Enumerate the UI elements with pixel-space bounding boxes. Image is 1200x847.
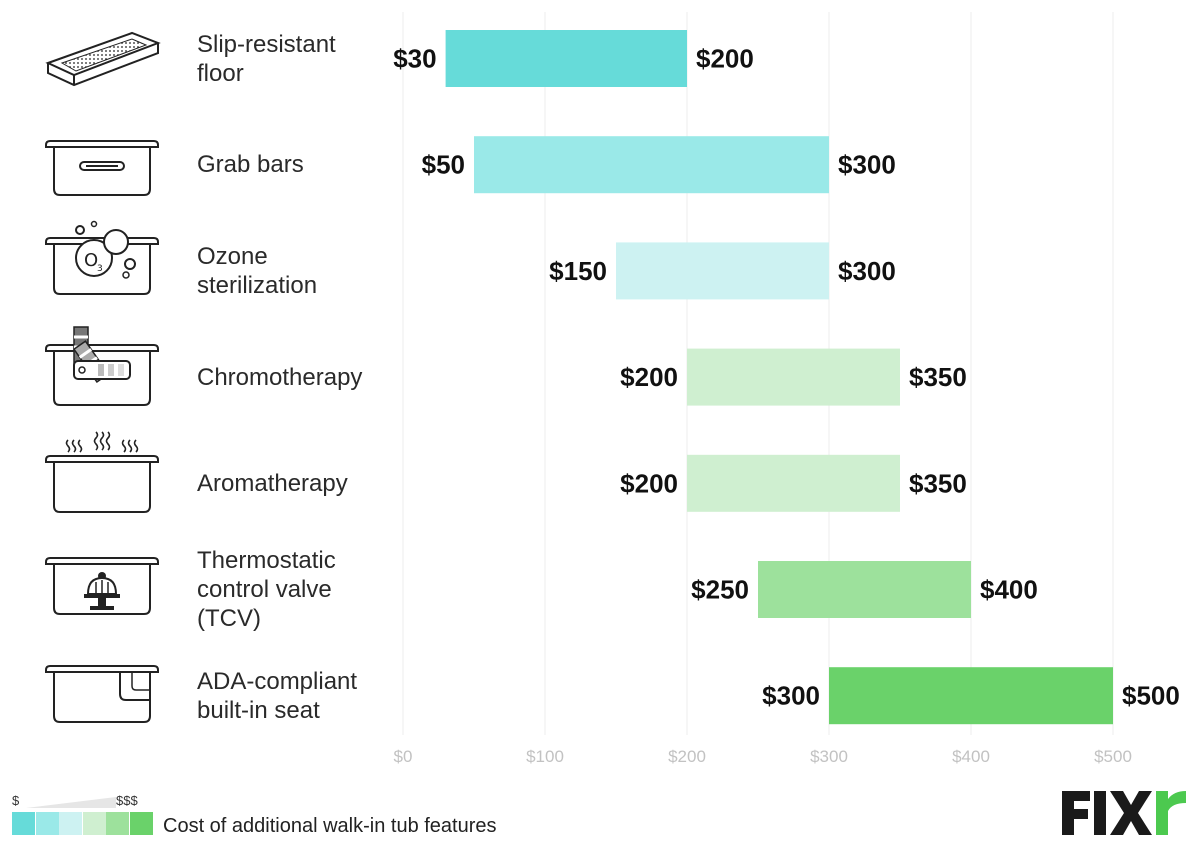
x-tick-label: $500	[1094, 747, 1132, 766]
category-label: Chromotherapy	[197, 363, 362, 392]
category-label-line: Thermostatic	[197, 547, 336, 574]
x-tick-label: $0	[394, 747, 413, 766]
x-tick-label: $300	[810, 747, 848, 766]
thermostat-valve-tub-icon	[45, 557, 159, 615]
category-label: Slip-resistant floor	[197, 30, 336, 88]
category-label-line: Chromotherapy	[197, 363, 363, 391]
low-value-label: $200	[620, 362, 678, 392]
legend-caption: Cost of additional walk-in tub features	[163, 815, 497, 837]
color-swatch-tub-icon	[45, 326, 159, 406]
high-value-label: $350	[909, 468, 967, 498]
category-label-line: Slip-resistant	[197, 30, 336, 58]
legend-swatch	[12, 812, 35, 835]
category-label-line: Ozone	[197, 242, 268, 270]
non-slip-tray-icon	[45, 31, 161, 87]
bar	[829, 667, 1113, 725]
low-value-label: $200	[620, 468, 678, 498]
high-value-label: $300	[838, 256, 896, 286]
x-tick-label: $200	[668, 747, 706, 766]
category-label-line: Grab bars	[197, 151, 304, 179]
svg-text:O: O	[84, 250, 98, 271]
tub-seat-icon	[45, 665, 159, 723]
category-label-line: (TCV)	[197, 605, 261, 632]
category-label: Aromatherapy	[197, 469, 348, 498]
category-label-line: Aromatherapy	[197, 469, 348, 497]
low-value-label: $150	[549, 256, 607, 286]
svg-text:3: 3	[97, 264, 103, 274]
bar	[687, 454, 900, 512]
category-label-line: control valve	[197, 576, 332, 603]
high-value-label: $300	[838, 150, 896, 180]
category-label-line: floor	[197, 59, 244, 87]
high-value-label: $350	[909, 362, 967, 392]
legend-swatch	[35, 812, 59, 835]
category-label-line: built-in seat	[197, 696, 320, 724]
tub-grab-bar-icon	[45, 140, 159, 196]
legend-swatch	[59, 812, 82, 835]
value-labels: $30 $200 $50 $300 $150 $300 $200 $350 $200 $350 $2…	[393, 44, 1180, 711]
x-tick-label: $400	[952, 747, 990, 766]
high-value-label: $400	[980, 575, 1038, 605]
steam-tub-icon	[45, 431, 159, 513]
high-value-label: $500	[1122, 681, 1180, 711]
low-value-label: $250	[691, 575, 749, 605]
category-label: Thermostatic control valve (TCV)	[197, 546, 336, 633]
legend-swatch	[106, 812, 129, 835]
bar	[758, 561, 971, 618]
legend-swatch	[129, 812, 153, 835]
x-axis-ticks: $0 $100 $200 $300 $400 $500	[394, 747, 1132, 766]
bars	[445, 30, 1113, 725]
bar	[474, 136, 829, 194]
x-tick-label: $100	[526, 747, 564, 766]
category-label: ADA-compliant built-in seat	[197, 667, 357, 725]
low-value-label: $50	[422, 150, 465, 180]
legend-max-label: $$$	[116, 793, 138, 808]
legend-swatch	[82, 812, 106, 835]
bar	[445, 30, 687, 87]
category-label: Grab bars	[197, 150, 304, 179]
high-value-label: $200	[696, 44, 754, 74]
category-label-line: sterilization	[197, 271, 318, 299]
legend-min-label: $	[12, 793, 20, 808]
bar	[687, 348, 900, 406]
bar	[616, 242, 829, 300]
category-label-line: ADA-compliant	[197, 667, 358, 695]
fixr-logo	[1062, 791, 1186, 835]
category-label: Ozone sterilization	[197, 242, 317, 300]
ozone-bubbles-tub-icon: O 3	[45, 220, 159, 295]
low-value-label: $30	[393, 44, 436, 74]
legend-cost-wedge	[26, 797, 116, 808]
low-value-label: $300	[762, 681, 820, 711]
